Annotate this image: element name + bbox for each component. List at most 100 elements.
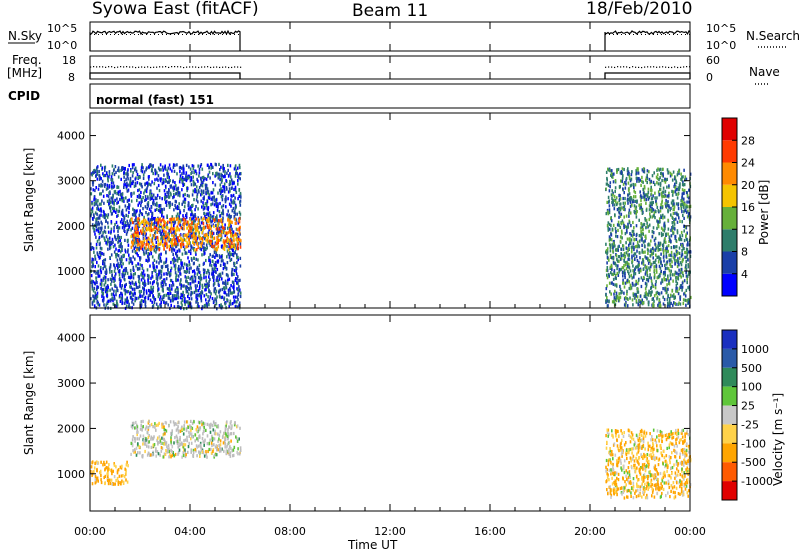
range-cell [156,218,159,222]
nave-dot [114,66,116,69]
range-cell [660,171,663,175]
range-cell [618,296,621,300]
range-cell [610,271,612,275]
range-cell [628,257,631,262]
range-cell [135,285,138,290]
range-cell [607,226,609,230]
range-cell [146,221,149,225]
range-cell [684,208,687,212]
range-cell [203,422,206,426]
range-cell [236,260,238,265]
range-cell [613,269,616,273]
range-cell [116,471,119,475]
range-cell [141,247,144,251]
range-cell [182,244,185,248]
range-cell [166,175,169,179]
range-cell [195,205,197,209]
range-cell [231,220,233,224]
range-cell [158,204,160,208]
range-cell [188,242,191,246]
range-cell [651,188,653,192]
range-cell [190,305,193,309]
range-cell [655,268,658,272]
range-cell [129,219,131,223]
range-cell [634,195,637,199]
range-cell [683,210,685,214]
range-cell [670,201,673,205]
range-cell [186,226,189,230]
range-cell [185,300,187,304]
range-cell [154,216,156,221]
range-cell [193,269,196,273]
range-cell [616,169,618,173]
range-cell [142,269,145,273]
range-cell [650,262,652,266]
range-cell [648,291,651,295]
range-cell [138,201,141,205]
range-cell [108,191,110,195]
range-cell [235,237,238,242]
range-cell [170,193,172,197]
range-cell [179,194,181,198]
range-cell [109,256,111,260]
range-cell [157,178,159,182]
range-cell [209,295,212,299]
range-cell [135,222,137,226]
range-cell [191,193,194,197]
range-cell [198,185,201,190]
range-cell [137,430,139,434]
range-cell [118,248,121,253]
range-cell [234,246,237,250]
range-cell [614,244,616,248]
range-cell [651,290,653,294]
freq-line [89,72,241,79]
range-cell [146,186,148,190]
range-cell [181,237,183,241]
range-cell [156,276,159,280]
range-cell [236,300,238,304]
range-cell [680,177,682,181]
range-cell [186,263,189,267]
range-cell [212,245,214,249]
range-cell [682,244,684,248]
range-cell [665,254,668,259]
range-cell [98,169,100,174]
range-cell [156,450,159,454]
range-cell [91,257,94,261]
range-cell [197,280,200,284]
range-cell [170,269,172,273]
range-cell [635,237,638,241]
nave-dot [201,66,203,68]
range-cell [177,236,179,240]
range-cell [117,185,120,189]
range-cell [150,205,153,209]
range-cell [191,225,193,230]
colorbar-swatch [722,229,737,252]
range-cell [185,263,188,267]
range-cell [612,191,614,195]
range-cell [190,229,192,233]
range-cell [617,220,620,224]
range-cell [665,232,668,236]
range-cell [134,177,137,181]
range-cell [207,236,209,240]
range-cell [174,240,177,244]
nave-dot [174,66,176,68]
range-cell [203,304,206,308]
range-cell [162,226,165,230]
range-cell [185,233,188,237]
range-cell [101,166,104,170]
range-cell [190,248,192,252]
range-cell [635,169,637,173]
range-cell [686,280,688,285]
colorbar-swatch [722,184,737,207]
range-cell [224,302,227,306]
range-cell [208,226,210,230]
range-cell [132,272,135,277]
range-cell [100,474,102,478]
range-cell [237,298,239,302]
range-cell [187,292,190,296]
y-tick-label: 1000 [57,265,85,278]
range-cell [143,237,146,241]
range-cell [169,274,171,278]
